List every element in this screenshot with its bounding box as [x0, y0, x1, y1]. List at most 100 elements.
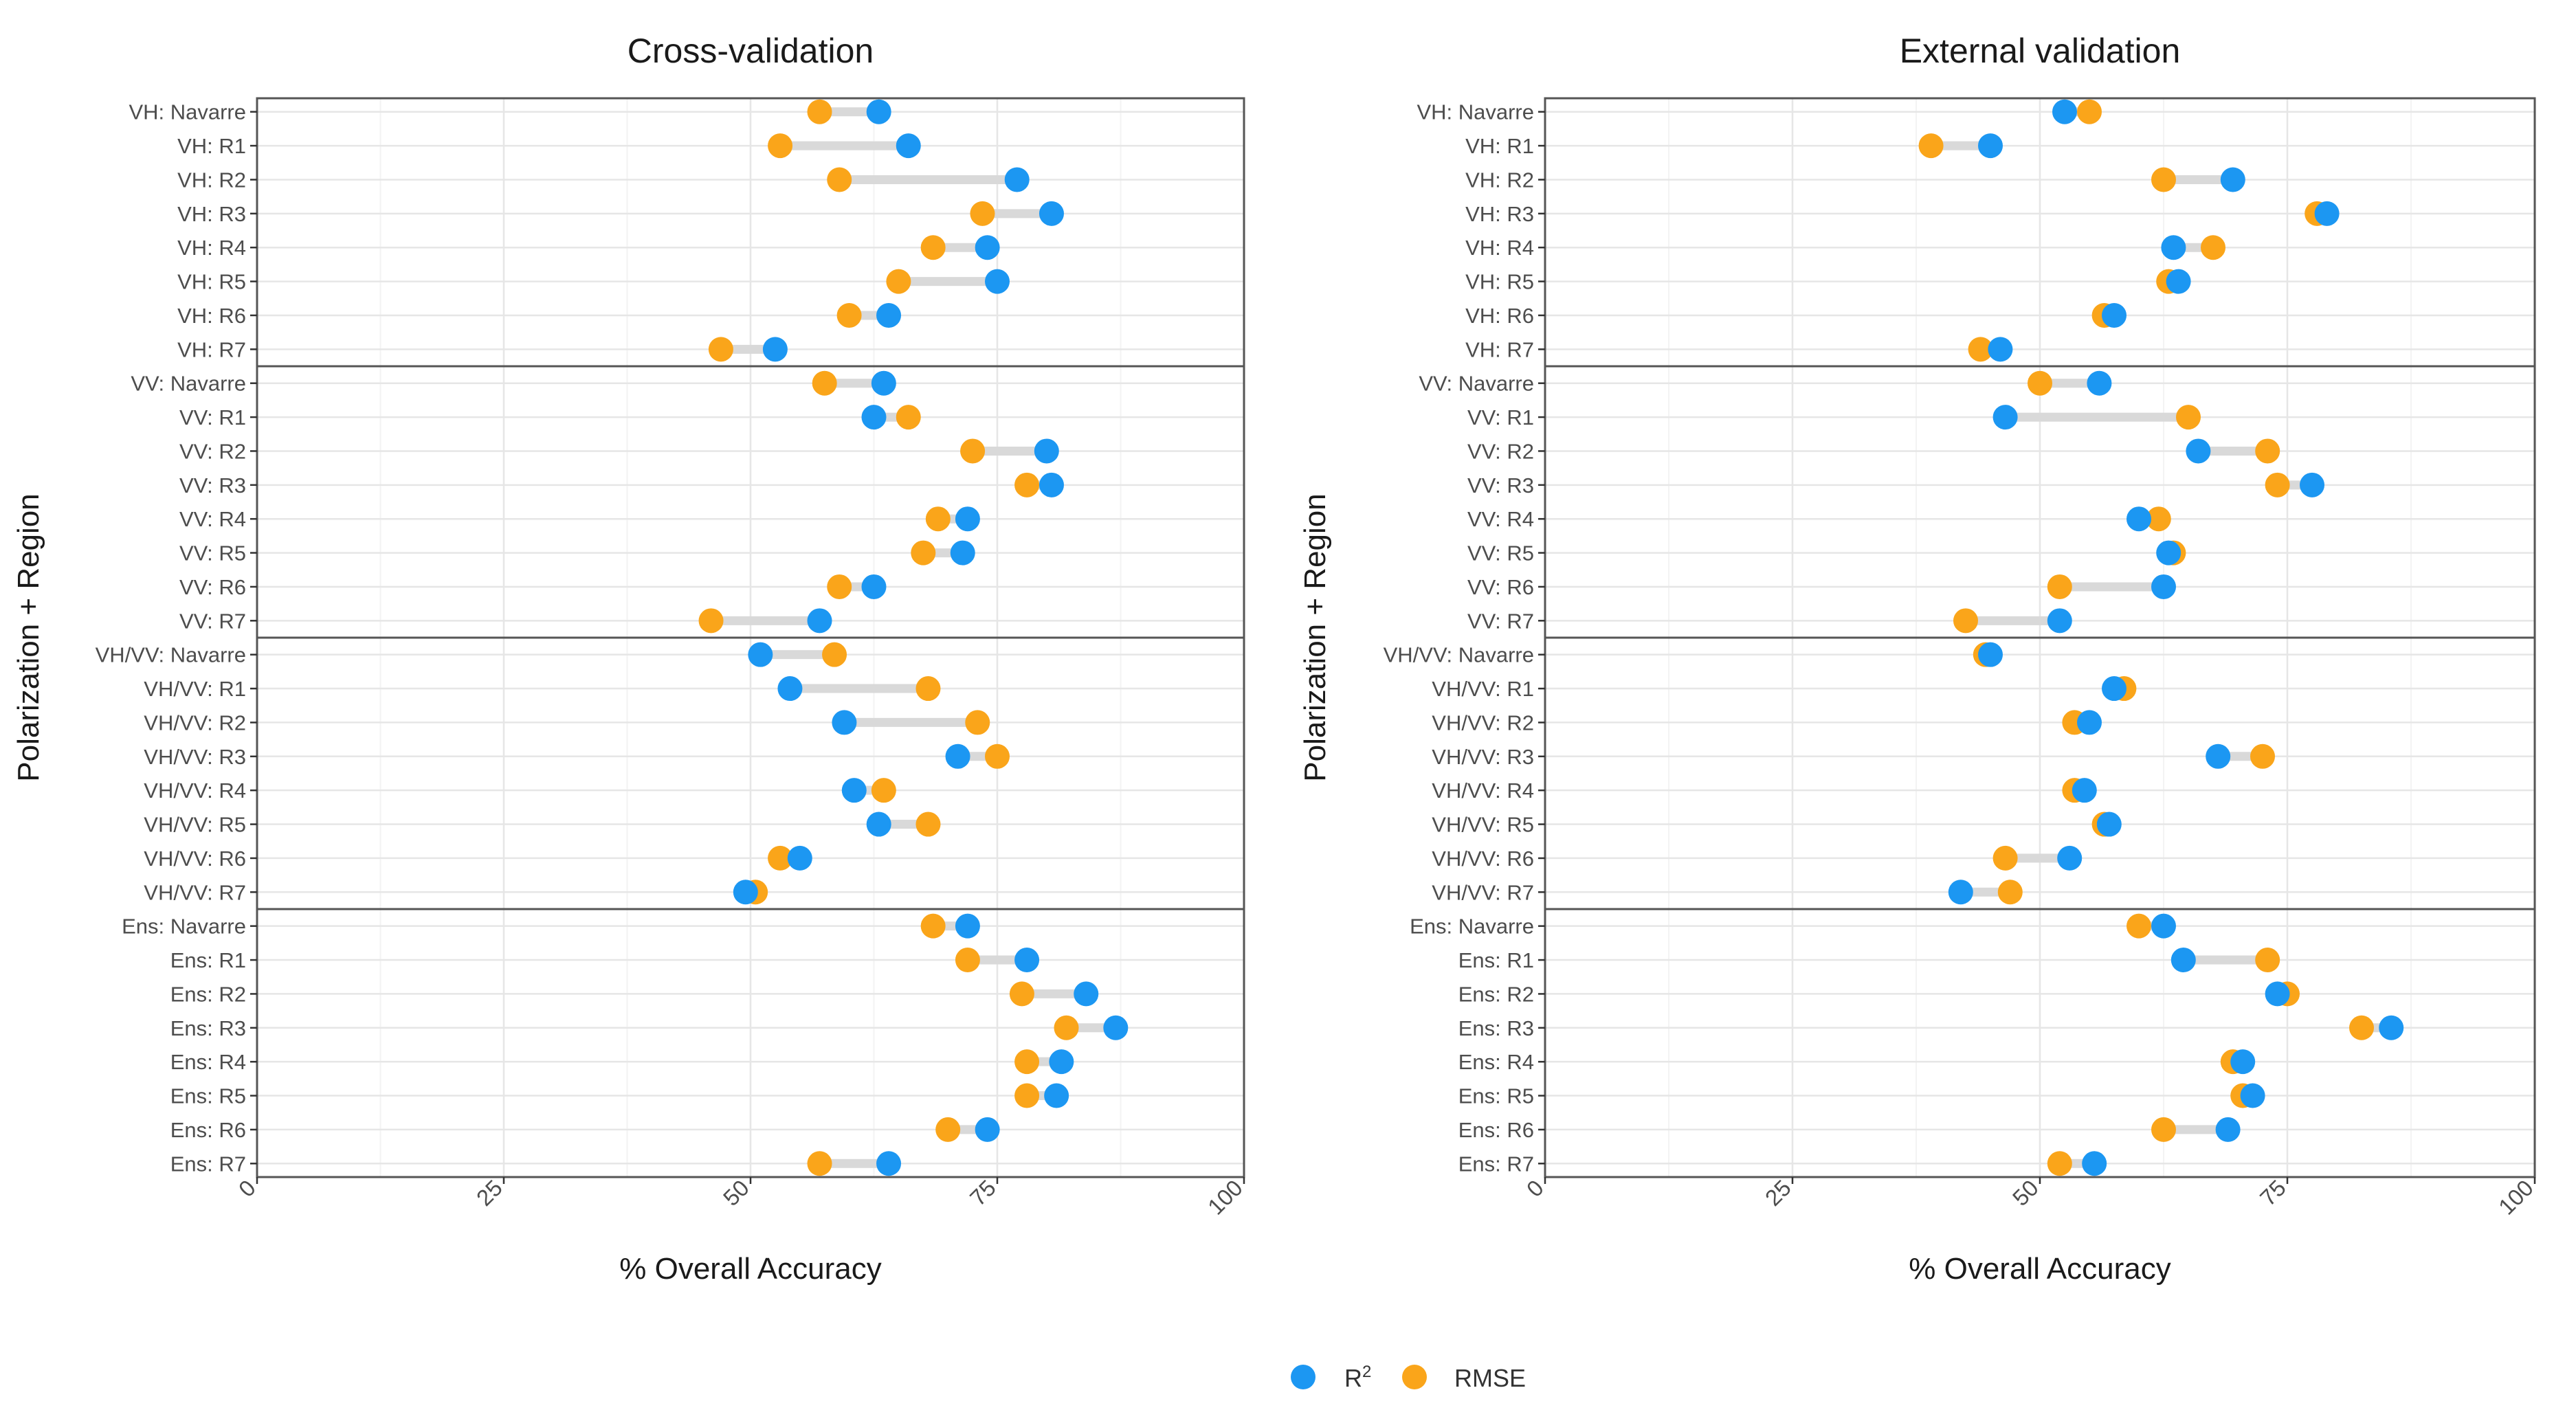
y-tick-label: VH: R6	[1465, 304, 1534, 328]
point-rmse-ens-r4	[1014, 1049, 1040, 1075]
y-tick-label: VH/VV: R5	[144, 813, 246, 837]
y-tick-label: VH/VV: Navarre	[1384, 643, 1534, 667]
y-tick-label: VV: R7	[1467, 609, 1534, 633]
y-tick-label: VV: R7	[179, 609, 246, 633]
y-tick-label: VV: Navarre	[1419, 372, 1534, 396]
y-tick-label: VH/VV: R7	[1432, 880, 1534, 904]
point-r2-vv-r7	[2047, 608, 2072, 634]
y-tick-label: VV: R1	[1467, 405, 1534, 429]
point-r2-vh-vv-navarre	[748, 642, 773, 667]
point-r2-vh-vv-r7	[733, 880, 758, 905]
point-r2-ens-r1	[2170, 948, 2196, 973]
y-tick-label: VH/VV: R7	[144, 880, 246, 904]
y-tick-label: VV: R2	[1467, 439, 1534, 463]
point-r2-vv-r6	[2151, 574, 2176, 599]
point-rmse-vh-vv-navarre	[822, 642, 847, 667]
point-r2-ens-r3	[1103, 1015, 1129, 1040]
point-r2-vh-vv-r6	[2057, 845, 2083, 871]
point-r2-vh-vv-r6	[787, 845, 812, 871]
y-tick-label: Ens: Navarre	[122, 915, 246, 939]
y-tick-label: VH: R5	[177, 270, 246, 294]
y-tick-label: Ens: Navarre	[1410, 915, 1534, 939]
point-rmse-vh-vv-r5	[915, 812, 941, 837]
point-r2-vh-vv-r1	[777, 676, 803, 702]
point-rmse-vh-r5	[886, 269, 911, 294]
point-r2-ens-r2	[2265, 981, 2290, 1007]
y-tick-label: VV: R4	[179, 507, 246, 531]
point-r2-vh-vv-r5	[2096, 812, 2122, 837]
y-tick-label: VV: R3	[1467, 473, 1534, 497]
point-rmse-ens-r7	[2047, 1151, 2072, 1176]
y-tick-label: VH/VV: R4	[144, 779, 246, 803]
legend-label-rmse: RMSE	[1454, 1364, 1526, 1392]
y-tick-label: VH: R5	[1465, 270, 1534, 294]
point-rmse-ens-navarre	[2127, 913, 2151, 939]
point-r2-vh-vv-r2	[832, 710, 857, 735]
point-r2-vv-r3	[1039, 472, 1064, 497]
y-tick-label: VH: R7	[1465, 337, 1534, 361]
point-rmse-vv-r4	[2146, 506, 2171, 532]
point-rmse-vv-r4	[925, 506, 951, 532]
point-rmse-vh-r2	[2151, 167, 2176, 192]
y-tick-label: Ens: R6	[1458, 1118, 1534, 1142]
point-rmse-vh-vv-r6	[768, 845, 793, 871]
point-rmse-vh-vv-r1	[915, 676, 941, 702]
y-tick-label: VV: R4	[1467, 507, 1534, 531]
point-r2-vh-vv-r4	[841, 778, 867, 803]
point-r2-vv-navarre	[871, 370, 896, 396]
point-rmse-vv-r1	[2176, 405, 2201, 430]
y-tick-label: Ens: R2	[1458, 982, 1534, 1006]
point-rmse-vh-r3	[970, 201, 995, 226]
point-r2-vv-r4	[2127, 506, 2151, 532]
point-rmse-vv-r2	[960, 438, 986, 464]
point-rmse-vv-r1	[896, 405, 921, 430]
y-tick-label: Ens: R4	[1458, 1050, 1534, 1074]
point-r2-vv-r1	[861, 405, 887, 430]
y-tick-label: VH: R4	[177, 236, 246, 260]
panels: VH: Navarre VH: R1 VH: R2 VH: R3 VH: R4 VH: R…	[12, 32, 2538, 1286]
point-r2-vh-vv-r2	[2077, 710, 2102, 735]
y-tick-label: VH/VV: Navarre	[96, 643, 246, 667]
y-tick-label: VV: R6	[1467, 575, 1534, 599]
point-r2-ens-navarre	[955, 913, 980, 939]
point-r2-vv-r2	[1034, 438, 1059, 464]
point-r2-ens-r5	[1044, 1083, 1069, 1108]
y-tick-label: Ens: R4	[170, 1050, 246, 1074]
point-r2-vh-r6	[2102, 302, 2127, 328]
point-rmse-ens-r2	[1009, 981, 1034, 1007]
point-rmse-vh-navarre	[2077, 99, 2102, 124]
point-rmse-ens-r3	[1054, 1015, 1079, 1040]
y-tick-label: VV: R3	[179, 473, 246, 497]
y-tick-label: VV: R5	[179, 541, 246, 566]
point-r2-vh-navarre	[2052, 99, 2077, 124]
point-r2-vh-r1	[896, 133, 921, 159]
y-tick-label: VV: R6	[179, 575, 246, 599]
x-axis-label: % Overall Accuracy	[619, 1252, 881, 1286]
y-tick-label: VH/VV: R5	[1432, 813, 1534, 837]
y-tick-label: VH: R3	[1465, 202, 1534, 226]
point-rmse-vh-vv-r3	[2250, 743, 2275, 769]
y-tick-label: Ens: R7	[1458, 1152, 1534, 1176]
point-r2-vh-r7	[762, 337, 788, 362]
y-tick-label: VV: Navarre	[131, 372, 246, 396]
point-r2-vh-vv-r3	[2206, 743, 2231, 769]
y-tick-label: Ens: R5	[170, 1084, 246, 1108]
y-tick-label: VH/VV: R6	[1432, 847, 1534, 871]
legend: R2 RMSE	[1291, 1363, 1526, 1392]
y-axis-label: Polarization + Region	[1298, 493, 1332, 781]
point-r2-vh-r4	[2161, 235, 2186, 260]
point-rmse-ens-r6	[2151, 1117, 2176, 1142]
point-rmse-vv-r3	[2265, 472, 2290, 497]
y-tick-label: VV: R2	[179, 439, 246, 463]
point-rmse-vh-vv-r4	[871, 778, 896, 803]
point-rmse-vh-navarre	[807, 99, 832, 124]
point-rmse-vh-vv-r3	[985, 743, 1010, 769]
point-rmse-vh-vv-r7	[1997, 880, 2023, 905]
point-r2-ens-r7	[2082, 1151, 2107, 1176]
chart-title: External validation	[1900, 32, 2181, 70]
point-rmse-vv-navarre	[812, 370, 837, 396]
point-rmse-ens-r5	[1014, 1083, 1040, 1108]
y-tick-label: Ens: R3	[170, 1016, 246, 1040]
